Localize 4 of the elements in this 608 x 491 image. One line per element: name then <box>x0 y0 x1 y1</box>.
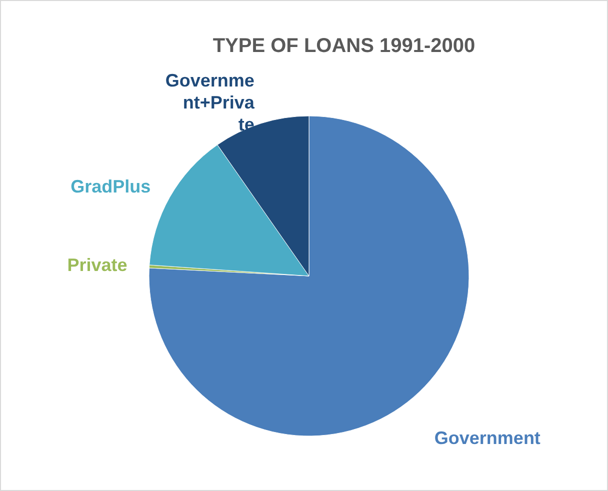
chart-title: TYPE OF LOANS 1991-2000 <box>212 35 476 57</box>
slice-label: Government <box>434 428 540 448</box>
slice-label: Private <box>67 255 128 276</box>
slice-label: GradPlus <box>70 176 151 196</box>
